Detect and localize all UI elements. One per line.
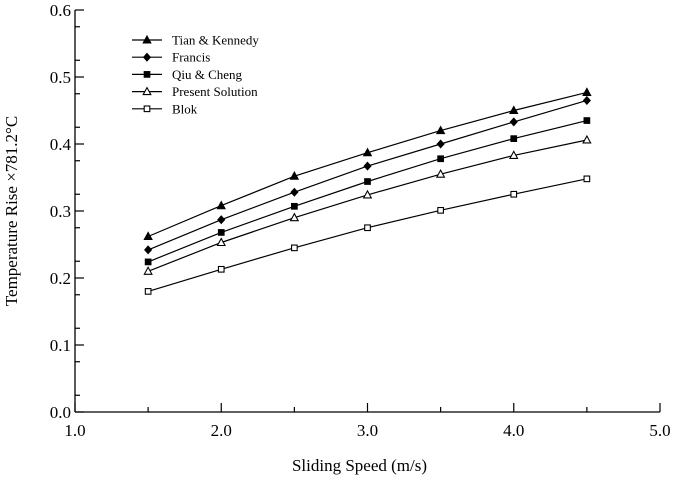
- series-3: [144, 117, 591, 266]
- legend-marker: [142, 34, 152, 44]
- data-point: [363, 161, 372, 171]
- legend-label: Tian & Kennedy: [172, 33, 259, 48]
- data-point: [216, 200, 226, 210]
- y-tick-label: 0.0: [50, 403, 71, 422]
- data-point: [435, 168, 446, 178]
- data-point: [144, 258, 152, 266]
- x-tick-label: 2.0: [211, 421, 232, 440]
- x-tick-label: 1.0: [64, 421, 85, 440]
- y-tick-label: 0.4: [50, 135, 72, 154]
- data-point: [364, 178, 371, 185]
- legend-entry: Blok: [132, 101, 198, 116]
- data-point: [510, 190, 518, 198]
- legend: Tian & Kennedy Francis Qiu & Cheng Present …: [132, 33, 259, 116]
- legend-label: Blok: [172, 101, 198, 116]
- data-point: [362, 147, 373, 157]
- data-point: [217, 215, 226, 225]
- y-tick-label: 0.3: [50, 202, 71, 221]
- data-point: [437, 155, 444, 163]
- data-point: [289, 212, 300, 222]
- legend-marker: [143, 105, 151, 113]
- data-point: [362, 189, 373, 199]
- data-point: [510, 135, 518, 142]
- legend-marker: [142, 86, 152, 96]
- x-tick-label: 3.0: [357, 421, 378, 440]
- data-point: [364, 224, 371, 232]
- data-point: [436, 139, 445, 149]
- y-tick-label: 0.5: [50, 68, 71, 87]
- data-point: [144, 288, 152, 295]
- data-point: [509, 117, 518, 127]
- y-tick-label: 0.6: [50, 1, 71, 20]
- legend-label: Present Solution: [172, 84, 258, 99]
- data-point: [509, 105, 519, 115]
- data-point: [582, 95, 591, 105]
- data-point: [143, 231, 153, 241]
- data-point: [217, 229, 225, 236]
- series-layer: [143, 87, 592, 295]
- data-point: [291, 244, 298, 252]
- series-line: [147, 139, 588, 272]
- data-point: [437, 206, 444, 214]
- data-point: [290, 187, 299, 197]
- x-tick-label: 4.0: [503, 421, 524, 440]
- series-4: [143, 134, 592, 275]
- legend-label: Qiu & Cheng: [172, 67, 243, 82]
- axes: [74, 10, 660, 413]
- x-axis-label: Sliding Speed (m/s): [292, 456, 427, 475]
- y-tick-label: 0.2: [50, 269, 71, 288]
- x-tick-label: 5.0: [649, 421, 670, 440]
- legend-entry: Francis: [132, 50, 210, 65]
- data-point: [582, 87, 592, 96]
- y-axis-label: Temperature Rise ×781.2°C: [2, 116, 21, 306]
- series-1: [143, 87, 592, 241]
- data-point: [582, 134, 592, 144]
- series-5: [144, 175, 591, 295]
- legend-marker: [143, 71, 151, 78]
- data-point: [216, 237, 226, 247]
- legend-entry: Tian & Kennedy: [132, 33, 259, 48]
- legend-entry: Present Solution: [132, 84, 258, 99]
- data-point: [217, 265, 225, 273]
- legend-entry: Qiu & Cheng: [132, 67, 243, 82]
- legend-marker: [142, 52, 152, 62]
- data-point: [291, 202, 298, 210]
- data-point: [144, 245, 153, 255]
- data-point: [435, 125, 446, 135]
- ticks: 0.0 0.1 0.2 0.3 0.4 0.5 0.6 1.0 2.0 3.0 4.0 5.0: [50, 1, 671, 440]
- y-tick-label: 0.1: [50, 336, 71, 355]
- data-point: [583, 117, 591, 124]
- data-point: [289, 171, 300, 180]
- data-point: [509, 150, 519, 159]
- data-point: [143, 266, 153, 275]
- data-point: [583, 175, 591, 183]
- series-2: [144, 95, 591, 255]
- legend-label: Francis: [172, 50, 210, 65]
